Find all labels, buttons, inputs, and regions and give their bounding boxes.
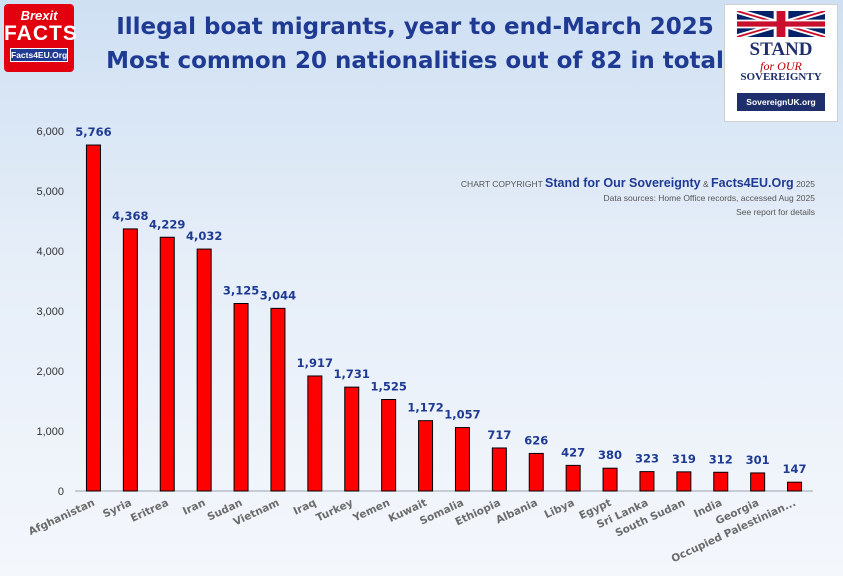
x-tick-label: Afghanistan bbox=[27, 497, 97, 538]
data-label: 147 bbox=[783, 462, 807, 476]
bar bbox=[307, 375, 323, 492]
bar bbox=[602, 467, 618, 492]
credit-amp: & bbox=[702, 179, 709, 189]
data-label: 1,917 bbox=[297, 356, 333, 370]
credit-org2: Facts4EU.Org bbox=[711, 176, 794, 190]
data-label: 3,044 bbox=[260, 288, 296, 302]
data-label: 5,766 bbox=[75, 125, 111, 139]
data-label: 4,368 bbox=[112, 209, 148, 223]
data-label: 319 bbox=[672, 452, 696, 466]
y-tick-label: 5,000 bbox=[36, 186, 64, 198]
data-label: 4,032 bbox=[186, 229, 222, 243]
y-tick-label: 1,000 bbox=[36, 426, 64, 438]
x-tick-label: Albania bbox=[494, 497, 539, 527]
data-label: 323 bbox=[635, 452, 659, 466]
logo-left-url: Facts4EU.Org bbox=[10, 48, 68, 62]
credit-prefix: CHART COPYRIGHT bbox=[460, 179, 543, 189]
bar bbox=[233, 303, 249, 492]
data-label: 380 bbox=[598, 448, 622, 462]
y-tick-label: 3,000 bbox=[36, 306, 64, 318]
data-label: 301 bbox=[746, 453, 770, 467]
bar bbox=[381, 399, 397, 492]
x-tick-label: Syria bbox=[101, 497, 134, 521]
bar bbox=[122, 228, 138, 492]
logo-left-line2: FACTS bbox=[4, 22, 78, 45]
y-tick-label: 0 bbox=[58, 486, 64, 498]
x-tick-label: Yemen bbox=[350, 497, 392, 525]
bar bbox=[418, 420, 434, 492]
data-label: 4,229 bbox=[149, 217, 185, 231]
credit-line-1: CHART COPYRIGHT Stand for Our Sovereignt… bbox=[461, 176, 815, 191]
union-flag-icon bbox=[737, 11, 825, 37]
bar bbox=[713, 471, 729, 492]
brexit-facts-logo: Brexit FACTS Facts4EU.Org bbox=[4, 4, 78, 72]
credit-sources: Data sources: Home Office records, acces… bbox=[603, 193, 815, 203]
bar bbox=[344, 386, 360, 492]
y-tick-label: 6,000 bbox=[36, 126, 64, 138]
bar bbox=[787, 481, 803, 492]
chart-credit: CHART COPYRIGHT Stand for Our Sovereignt… bbox=[461, 176, 815, 219]
data-label: 312 bbox=[709, 452, 733, 466]
data-label: 1,172 bbox=[407, 401, 443, 415]
stand-for-our-sovereignty-logo: STAND for OUR SOVEREIGNTY SovereignUK.or… bbox=[724, 4, 838, 122]
data-label: 3,125 bbox=[223, 284, 259, 298]
bar bbox=[159, 236, 175, 492]
data-label: 1,731 bbox=[334, 367, 370, 381]
x-tick-label: Turkey bbox=[314, 497, 355, 525]
x-tick-label: Eritrea bbox=[129, 497, 171, 525]
logo-right-sovereignty: SOVEREIGNTY bbox=[740, 71, 822, 83]
x-tick-label: Iran bbox=[181, 497, 208, 518]
bar bbox=[196, 248, 212, 492]
bar bbox=[528, 452, 544, 492]
y-tick-label: 2,000 bbox=[36, 366, 64, 378]
data-label: 626 bbox=[524, 433, 548, 447]
bar bbox=[454, 427, 470, 492]
data-label: 1,057 bbox=[444, 408, 480, 422]
x-tick-label: Libya bbox=[543, 497, 577, 521]
y-tick-label: 4,000 bbox=[36, 246, 64, 258]
logo-left-line1: Brexit bbox=[20, 8, 58, 23]
bar bbox=[491, 447, 507, 492]
bar bbox=[565, 464, 581, 492]
logo-right-url: SovereignUK.org bbox=[737, 93, 825, 111]
chart-title: Illegal boat migrants, year to end-March… bbox=[90, 10, 740, 78]
bar bbox=[85, 144, 101, 492]
data-label: 717 bbox=[487, 428, 511, 442]
credit-org1: Stand for Our Sovereignty bbox=[545, 176, 701, 190]
bar bbox=[750, 472, 766, 492]
title-line-2: Most common 20 nationalities out of 82 i… bbox=[106, 48, 724, 74]
logo-right-stand: STAND bbox=[749, 39, 813, 60]
title-line-1: Illegal boat migrants, year to end-March… bbox=[116, 14, 714, 40]
credit-note: See report for details bbox=[736, 207, 815, 217]
data-label: 1,525 bbox=[370, 380, 406, 394]
logo-right-for-our: for OUR bbox=[760, 59, 802, 73]
bar bbox=[270, 307, 286, 492]
bar bbox=[639, 471, 655, 492]
data-label: 427 bbox=[561, 445, 585, 459]
bar bbox=[676, 471, 692, 492]
credit-year: 2025 bbox=[796, 179, 815, 189]
